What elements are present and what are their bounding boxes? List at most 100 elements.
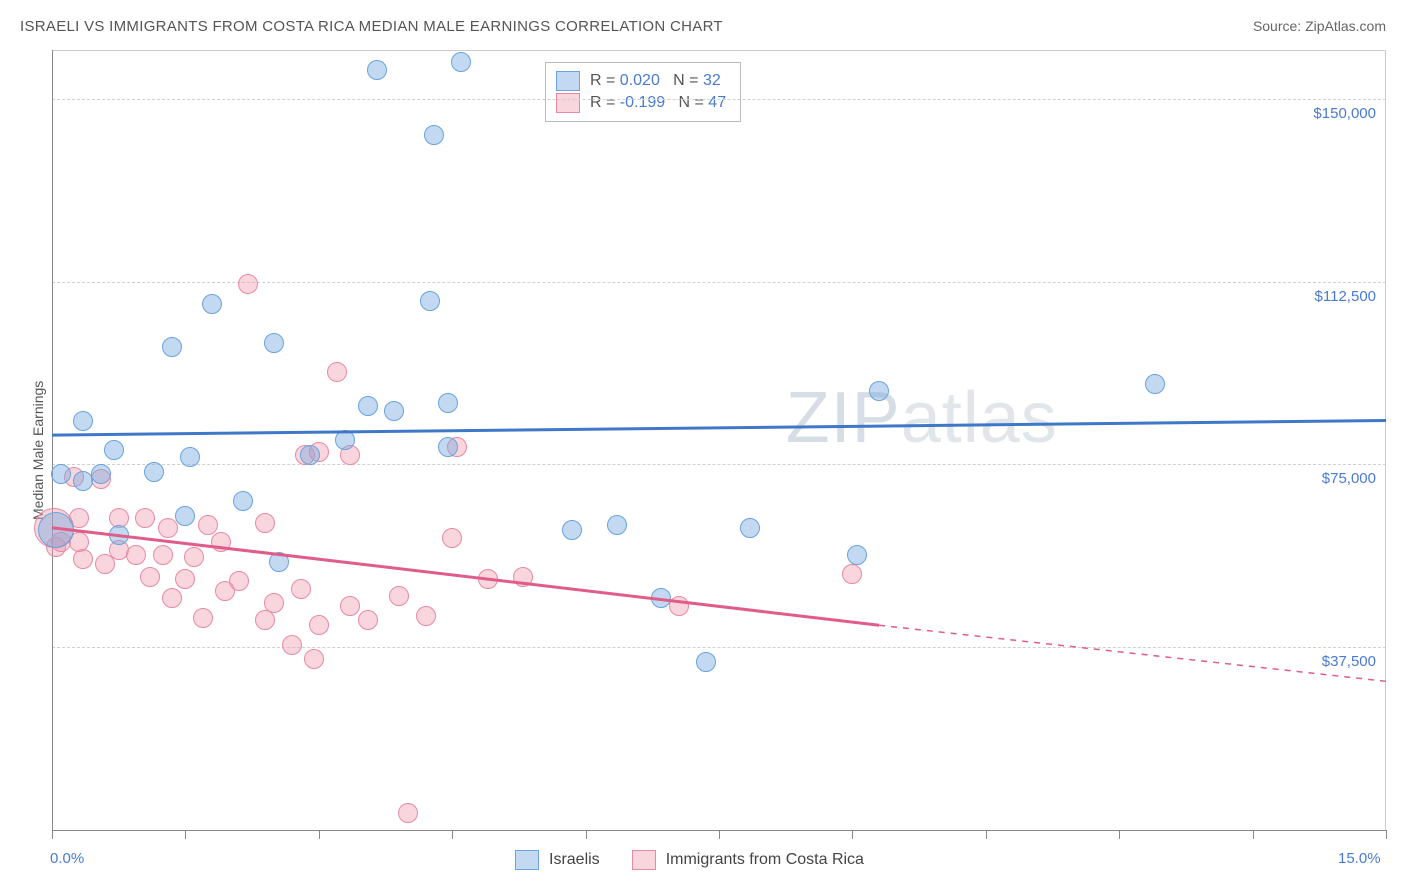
- y-axis-label: Median Male Earnings: [30, 381, 46, 520]
- stats-row: R = 0.020 N = 32: [556, 71, 726, 91]
- stats-legend: R = 0.020 N = 32 R = -0.199 N = 47: [545, 62, 741, 122]
- point-costa-rica: [238, 274, 258, 294]
- point-israeli: [424, 125, 444, 145]
- point-costa-rica: [193, 608, 213, 628]
- x-tick: [319, 830, 320, 839]
- grid-line: [52, 464, 1386, 465]
- point-costa-rica: [255, 610, 275, 630]
- y-tick-label: $37,500: [1276, 653, 1376, 670]
- point-israeli: [233, 491, 253, 511]
- series-legend: Israelis Immigrants from Costa Rica: [515, 850, 886, 870]
- x-tick: [185, 830, 186, 839]
- point-israeli: [51, 464, 71, 484]
- point-israeli: [91, 464, 111, 484]
- x-tick: [1386, 830, 1387, 839]
- point-israeli: [38, 512, 74, 548]
- point-costa-rica: [478, 569, 498, 589]
- x-tick: [719, 830, 720, 839]
- point-costa-rica: [211, 532, 231, 552]
- stats-text: R = 0.020 N = 32: [590, 72, 721, 90]
- x-tick: [1253, 830, 1254, 839]
- point-israeli: [1145, 374, 1165, 394]
- point-israeli: [438, 393, 458, 413]
- point-costa-rica: [255, 513, 275, 533]
- grid-line: [52, 99, 1386, 100]
- point-costa-rica: [158, 518, 178, 538]
- point-costa-rica: [184, 547, 204, 567]
- point-costa-rica: [126, 545, 146, 565]
- point-costa-rica: [135, 508, 155, 528]
- point-costa-rica: [327, 362, 347, 382]
- x-tick: [986, 830, 987, 839]
- swatch-icon: [556, 93, 580, 113]
- x-tick: [52, 830, 53, 839]
- point-israeli: [202, 294, 222, 314]
- point-israeli: [420, 291, 440, 311]
- plot-area: [52, 50, 1386, 830]
- source-label: Source: ZipAtlas.com: [1253, 18, 1386, 34]
- legend-label: Immigrants from Costa Rica: [666, 851, 864, 869]
- point-costa-rica: [669, 596, 689, 616]
- point-costa-rica: [358, 610, 378, 630]
- x-tick: [586, 830, 587, 839]
- point-israeli: [438, 437, 458, 457]
- swatch-icon: [556, 71, 580, 91]
- point-israeli: [740, 518, 760, 538]
- y-tick-label: $112,500: [1276, 288, 1376, 305]
- point-israeli: [162, 337, 182, 357]
- point-israeli: [104, 440, 124, 460]
- swatch-icon: [515, 850, 539, 870]
- grid-line: [52, 647, 1386, 648]
- point-costa-rica: [282, 635, 302, 655]
- point-israeli: [73, 411, 93, 431]
- point-israeli: [562, 520, 582, 540]
- point-costa-rica: [513, 567, 533, 587]
- x-max-label: 15.0%: [1338, 850, 1381, 867]
- point-costa-rica: [264, 593, 284, 613]
- point-costa-rica: [398, 803, 418, 823]
- legend-label: Israelis: [549, 851, 600, 869]
- point-israeli: [335, 430, 355, 450]
- point-israeli: [109, 525, 129, 545]
- point-costa-rica: [842, 564, 862, 584]
- point-israeli: [300, 445, 320, 465]
- point-costa-rica: [140, 567, 160, 587]
- y-axis: [52, 50, 53, 830]
- x-tick: [452, 830, 453, 839]
- point-israeli: [607, 515, 627, 535]
- point-israeli: [367, 60, 387, 80]
- stats-row: R = -0.199 N = 47: [556, 93, 726, 113]
- stats-text: R = -0.199 N = 47: [590, 94, 726, 112]
- point-israeli: [847, 545, 867, 565]
- y-tick-label: $150,000: [1276, 105, 1376, 122]
- point-israeli: [696, 652, 716, 672]
- point-costa-rica: [340, 596, 360, 616]
- point-israeli: [358, 396, 378, 416]
- point-costa-rica: [198, 515, 218, 535]
- y-tick-label: $75,000: [1276, 470, 1376, 487]
- point-israeli: [451, 52, 471, 72]
- point-costa-rica: [416, 606, 436, 626]
- point-israeli: [651, 588, 671, 608]
- chart-title: ISRAELI VS IMMIGRANTS FROM COSTA RICA ME…: [20, 18, 723, 35]
- swatch-icon: [632, 850, 656, 870]
- point-costa-rica: [304, 649, 324, 669]
- x-tick: [1119, 830, 1120, 839]
- point-costa-rica: [309, 615, 329, 635]
- point-costa-rica: [389, 586, 409, 606]
- point-costa-rica: [442, 528, 462, 548]
- x-tick: [852, 830, 853, 839]
- point-israeli: [264, 333, 284, 353]
- point-costa-rica: [291, 579, 311, 599]
- point-israeli: [180, 447, 200, 467]
- point-costa-rica: [153, 545, 173, 565]
- point-costa-rica: [162, 588, 182, 608]
- point-costa-rica: [73, 549, 93, 569]
- point-israeli: [144, 462, 164, 482]
- x-min-label: 0.0%: [50, 850, 84, 867]
- point-israeli: [175, 506, 195, 526]
- point-costa-rica: [229, 571, 249, 591]
- point-israeli: [269, 552, 289, 572]
- point-israeli: [384, 401, 404, 421]
- point-israeli: [869, 381, 889, 401]
